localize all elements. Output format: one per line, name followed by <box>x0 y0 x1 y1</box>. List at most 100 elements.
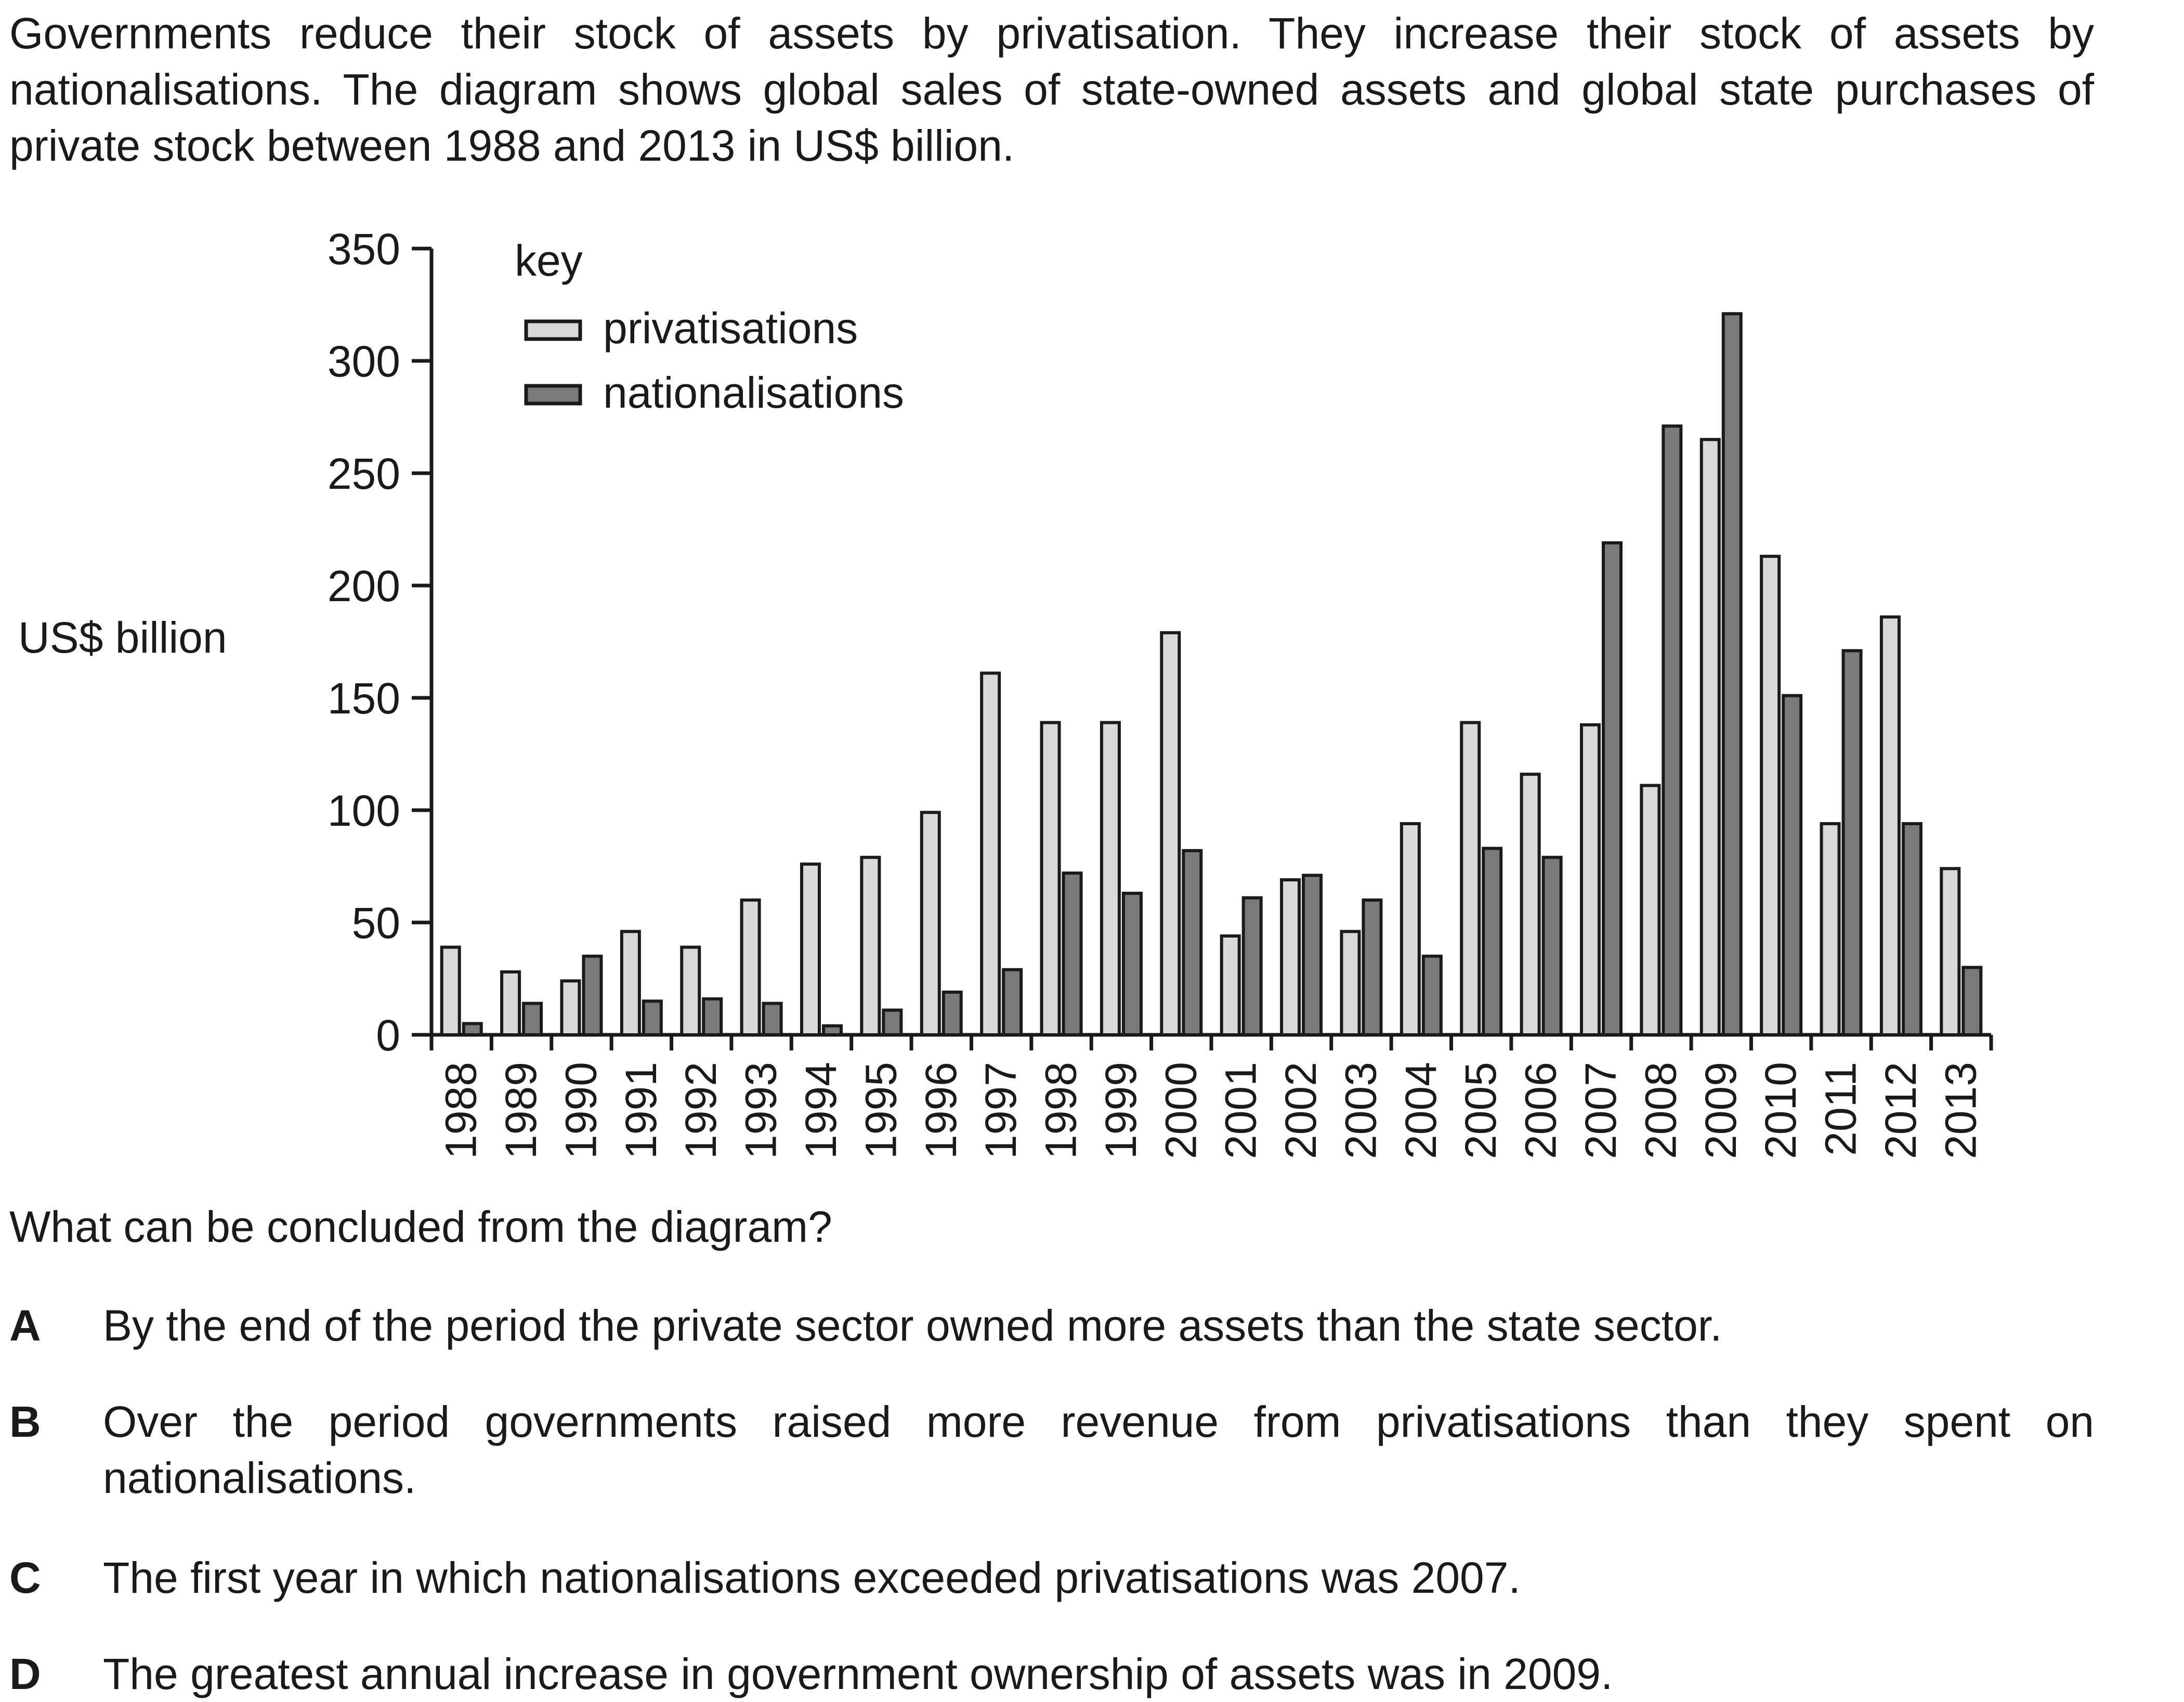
y-tick-label: 50 <box>352 899 400 947</box>
y-tick-label: 250 <box>328 449 400 498</box>
bar-nationalisations-1992 <box>702 997 723 1037</box>
legend-title: key <box>515 236 583 285</box>
bar-privatisations-2010 <box>1760 554 1781 1036</box>
y-tick-label: 100 <box>328 786 400 835</box>
x-ticks: 1988 1989 1990 1991 1992 1993 1994 1995 1996 1997… <box>429 1035 1993 1159</box>
bar-nationalisations-2013 <box>1961 966 1983 1037</box>
x-tick-label: 2001 <box>1217 1062 1265 1159</box>
option-b[interactable]: B Over the period governments raised mor… <box>9 1394 2094 1508</box>
bar-privatisations-1995 <box>860 855 881 1036</box>
option-d-letter: D <box>9 1649 41 1698</box>
bar-nationalisations-2008 <box>1662 424 1683 1036</box>
y-tick-label: 300 <box>328 337 400 386</box>
bar-nationalisations-2003 <box>1362 898 1383 1037</box>
option-b-letter: B <box>9 1397 41 1446</box>
bar-privatisations-1989 <box>500 970 521 1037</box>
bar-privatisations-2009 <box>1699 438 1721 1037</box>
option-c-text: The first year in which nationalisations… <box>103 1553 1521 1602</box>
option-d-text: The greatest annual increase in governme… <box>103 1649 1613 1698</box>
bar-privatisations-1999 <box>1100 721 1121 1036</box>
bar-privatisations-2008 <box>1640 784 1661 1036</box>
y-tick-label: 350 <box>328 225 400 274</box>
bar-nationalisations-2004 <box>1421 954 1443 1037</box>
bar-nationalisations-2006 <box>1541 855 1563 1036</box>
bar-privatisations-2012 <box>1879 615 1901 1036</box>
bar-privatisations-2003 <box>1340 930 1361 1037</box>
bar-nationalisations-2002 <box>1302 874 1323 1037</box>
x-tick-label: 1988 <box>437 1062 486 1159</box>
bar-nationalisations-1989 <box>522 1002 543 1037</box>
y-ticks: 0 50 100 150 200 250 300 350 <box>328 225 431 1060</box>
y-tick-label: 200 <box>328 562 400 610</box>
bar-nationalisations-1996 <box>941 990 963 1037</box>
bar-privatisations-2011 <box>1820 822 1841 1037</box>
x-tick-label: 2013 <box>1936 1062 1985 1159</box>
axes <box>429 249 1991 1037</box>
bar-nationalisations-1997 <box>1002 968 1023 1036</box>
legend-label-privatisations: privatisations <box>603 304 858 353</box>
x-tick-label: 2012 <box>1876 1062 1925 1159</box>
x-tick-label: 2009 <box>1696 1062 1745 1159</box>
bar-privatisations-1991 <box>620 930 641 1037</box>
x-tick-label: 2000 <box>1156 1062 1205 1159</box>
x-tick-label: 1989 <box>496 1062 545 1159</box>
legend-swatch-nationalisations <box>524 384 582 406</box>
y-tick-label: 0 <box>376 1011 400 1060</box>
option-a-text: By the end of the period the private sec… <box>103 1301 1722 1350</box>
bar-nationalisations-1988 <box>462 1022 483 1037</box>
question-text: What can be concluded from the diagram? <box>9 1202 832 1251</box>
bar-nationalisations-2009 <box>1721 312 1743 1036</box>
bar-nationalisations-2005 <box>1482 847 1503 1036</box>
legend-label-nationalisations: nationalisations <box>603 368 904 417</box>
bar-nationalisations-1994 <box>822 1024 843 1036</box>
x-tick-label: 1991 <box>617 1062 665 1159</box>
x-tick-label: 2005 <box>1456 1062 1505 1159</box>
bar-privatisations-2006 <box>1520 772 1541 1036</box>
bar-privatisations-2007 <box>1580 723 1601 1036</box>
bar-privatisations-1994 <box>800 862 821 1037</box>
x-tick-label: 2002 <box>1276 1062 1325 1159</box>
bar-nationalisations-1999 <box>1121 891 1143 1036</box>
x-tick-label: 2007 <box>1576 1062 1625 1159</box>
bar-privatisations-1997 <box>980 671 1001 1036</box>
x-tick-label: 1999 <box>1096 1062 1145 1159</box>
bar-privatisations-1990 <box>560 979 581 1036</box>
bar-privatisations-2000 <box>1160 631 1181 1036</box>
x-tick-label: 1998 <box>1037 1062 1086 1159</box>
bar-nationalisations-1991 <box>642 999 663 1036</box>
legend-swatch-privatisations <box>524 319 582 341</box>
x-tick-label: 1990 <box>556 1062 605 1159</box>
x-tick-label: 2011 <box>1816 1062 1865 1156</box>
x-tick-label: 1997 <box>976 1062 1025 1159</box>
bar-nationalisations-2001 <box>1241 896 1263 1036</box>
bar-nationalisations-1990 <box>582 954 603 1037</box>
bar-nationalisations-2000 <box>1182 849 1203 1036</box>
x-tick-label: 2006 <box>1516 1062 1565 1159</box>
option-b-text: Over the period governments raised more … <box>103 1397 2094 1502</box>
bar-privatisations-2004 <box>1400 822 1421 1037</box>
x-tick-label: 1992 <box>676 1062 725 1159</box>
bar-nationalisations-1993 <box>762 1002 783 1037</box>
bars <box>440 312 1983 1037</box>
y-tick-label: 150 <box>328 674 400 723</box>
bar-privatisations-1996 <box>920 811 941 1036</box>
bar-nationalisations-2010 <box>1782 694 1803 1037</box>
bar-nationalisations-2007 <box>1602 541 1623 1037</box>
option-c-letter: C <box>9 1553 41 1602</box>
bar-privatisations-1998 <box>1040 721 1061 1036</box>
bar-privatisations-2002 <box>1280 878 1301 1037</box>
y-axis-label: US$ billion <box>18 613 227 662</box>
x-tick-label: 1995 <box>856 1062 905 1159</box>
x-tick-label: 1996 <box>917 1062 965 1159</box>
x-tick-label: 1993 <box>737 1062 786 1159</box>
bar-privatisations-2001 <box>1220 934 1241 1037</box>
bar-privatisations-2013 <box>1940 867 1961 1036</box>
bar-privatisations-1993 <box>740 898 761 1037</box>
legend: key privatisations nationalisations <box>515 236 904 417</box>
x-tick-label: 2010 <box>1756 1062 1805 1159</box>
option-a-letter: A <box>9 1301 41 1350</box>
bar-nationalisations-2011 <box>1841 649 1863 1036</box>
bar-privatisations-2005 <box>1460 721 1481 1036</box>
x-tick-label: 1994 <box>796 1062 845 1159</box>
